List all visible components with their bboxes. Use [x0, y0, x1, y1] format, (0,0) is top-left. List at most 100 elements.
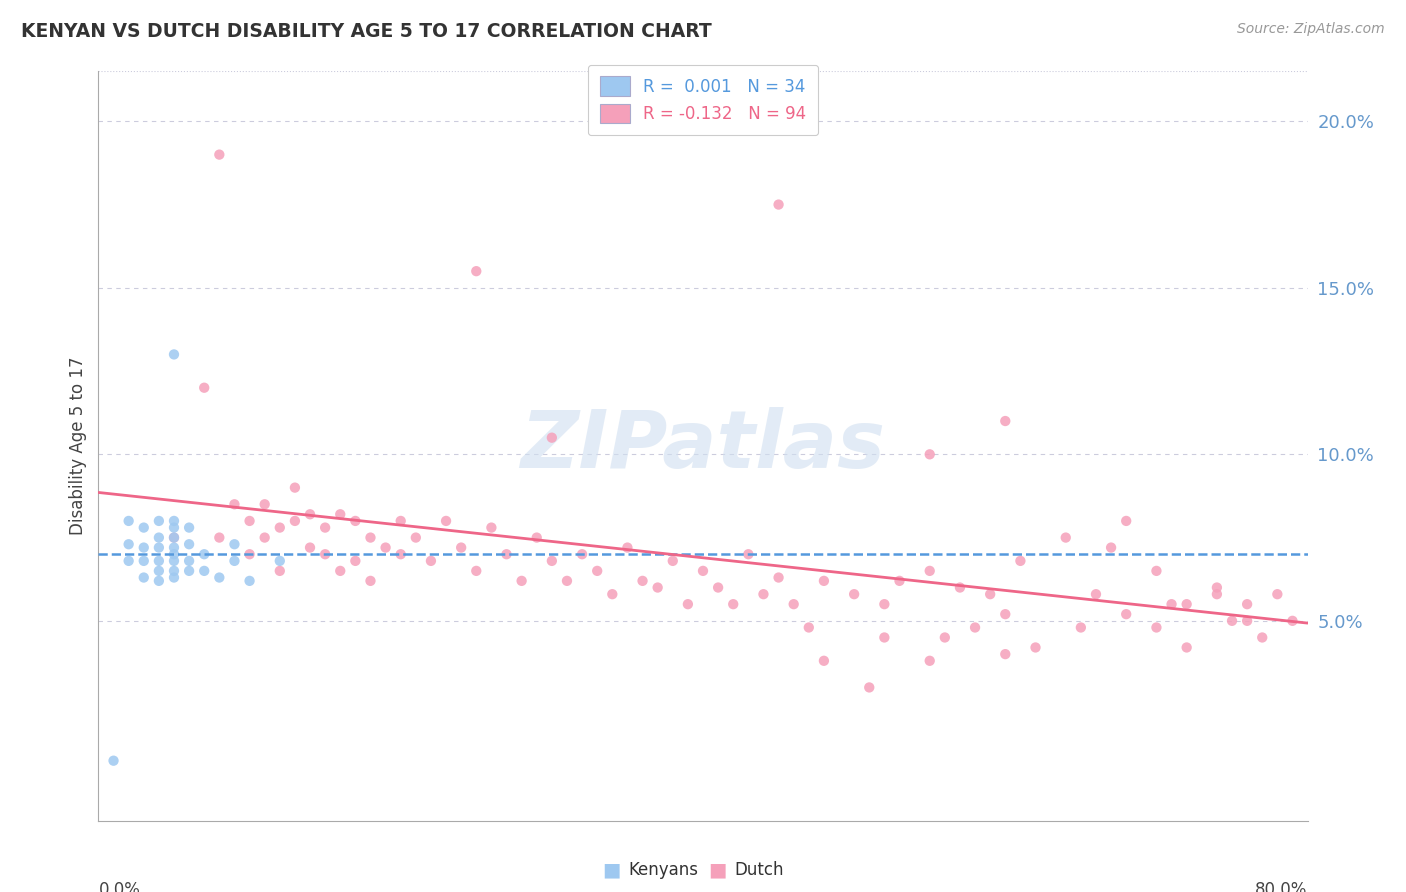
- Point: [1160, 597, 1182, 611]
- Point: [299, 508, 322, 522]
- Point: [434, 514, 457, 528]
- Point: [118, 514, 141, 528]
- Point: [889, 574, 911, 588]
- Text: ZIPatlas: ZIPatlas: [520, 407, 886, 485]
- Text: 0.0%: 0.0%: [98, 880, 141, 892]
- Point: [934, 631, 956, 645]
- Point: [526, 531, 548, 545]
- Point: [918, 447, 941, 461]
- Point: [1144, 564, 1167, 578]
- Point: [1175, 640, 1198, 655]
- Point: [737, 547, 759, 561]
- Point: [661, 554, 683, 568]
- Text: Dutch: Dutch: [734, 861, 783, 879]
- Point: [979, 587, 1001, 601]
- Point: [269, 520, 291, 534]
- Point: [163, 520, 186, 534]
- Point: [103, 754, 125, 768]
- Point: [994, 414, 1017, 428]
- Point: [1281, 614, 1303, 628]
- Point: [253, 497, 276, 511]
- Point: [1175, 597, 1198, 611]
- Point: [1085, 587, 1108, 601]
- Point: [344, 554, 367, 568]
- Point: [495, 547, 517, 561]
- Point: [540, 554, 562, 568]
- Point: [374, 541, 396, 555]
- Point: [555, 574, 578, 588]
- Point: [602, 587, 624, 601]
- Point: [314, 520, 336, 534]
- Point: [844, 587, 866, 601]
- Point: [1024, 640, 1046, 655]
- Point: [768, 570, 790, 584]
- Point: [918, 564, 941, 578]
- Point: [707, 581, 730, 595]
- Point: [571, 547, 593, 561]
- Point: [148, 554, 170, 568]
- Point: [208, 531, 231, 545]
- Text: ■: ■: [707, 860, 727, 880]
- Point: [179, 554, 201, 568]
- Point: [132, 520, 155, 534]
- Point: [723, 597, 745, 611]
- Point: [949, 581, 972, 595]
- Point: [148, 541, 170, 555]
- Point: [360, 531, 382, 545]
- Point: [239, 514, 262, 528]
- Legend: R =  0.001   N = 34, R = -0.132   N = 94: R = 0.001 N = 34, R = -0.132 N = 94: [588, 65, 818, 135]
- Point: [193, 564, 215, 578]
- Point: [224, 554, 246, 568]
- Point: [1115, 607, 1137, 622]
- Point: [586, 564, 609, 578]
- Point: [1115, 514, 1137, 528]
- Point: [797, 620, 820, 634]
- Point: [132, 541, 155, 555]
- Point: [163, 531, 186, 545]
- Point: [284, 481, 307, 495]
- Point: [163, 541, 186, 555]
- Point: [631, 574, 654, 588]
- Point: [329, 508, 352, 522]
- Point: [1220, 614, 1243, 628]
- Point: [450, 541, 472, 555]
- Point: [239, 574, 262, 588]
- Point: [163, 570, 186, 584]
- Point: [1236, 597, 1258, 611]
- Text: 80.0%: 80.0%: [1256, 880, 1308, 892]
- Point: [163, 514, 186, 528]
- Point: [481, 520, 503, 534]
- Point: [389, 514, 412, 528]
- Point: [284, 514, 307, 528]
- Point: [918, 654, 941, 668]
- Point: [344, 514, 367, 528]
- Point: [179, 564, 201, 578]
- Point: [163, 547, 186, 561]
- Point: [299, 541, 322, 555]
- Point: [510, 574, 533, 588]
- Point: [269, 564, 291, 578]
- Point: [1236, 614, 1258, 628]
- Point: [148, 514, 170, 528]
- Point: [1054, 531, 1077, 545]
- Point: [1070, 620, 1092, 634]
- Point: [148, 574, 170, 588]
- Point: [239, 547, 262, 561]
- Point: [208, 147, 231, 161]
- Point: [405, 531, 427, 545]
- Point: [813, 574, 835, 588]
- Point: [253, 531, 276, 545]
- Point: [1144, 620, 1167, 634]
- Y-axis label: Disability Age 5 to 17: Disability Age 5 to 17: [69, 357, 87, 535]
- Point: [224, 497, 246, 511]
- Point: [873, 597, 896, 611]
- Point: [616, 541, 638, 555]
- Point: [118, 537, 141, 551]
- Point: [269, 554, 291, 568]
- Point: [163, 347, 186, 361]
- Point: [1010, 554, 1032, 568]
- Point: [224, 537, 246, 551]
- Point: [420, 554, 443, 568]
- Point: [389, 547, 412, 561]
- Point: [179, 537, 201, 551]
